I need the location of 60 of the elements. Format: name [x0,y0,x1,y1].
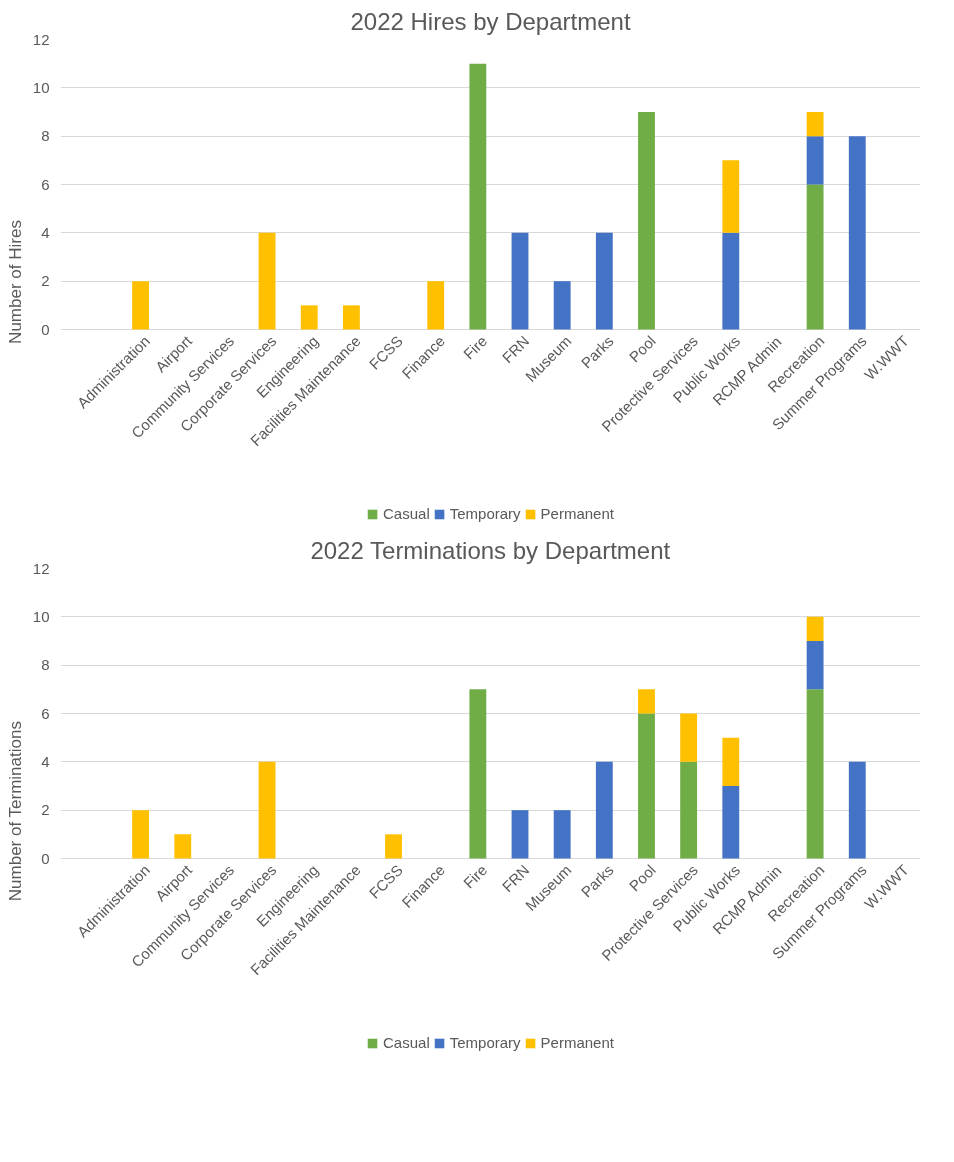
bar [132,810,150,859]
bar [638,713,655,859]
bar [258,232,276,330]
bar [258,761,276,859]
x-tick-label: Fire [459,332,491,363]
chart-title: 2022 Terminations by Department [310,536,671,564]
y-tick-label: 0 [41,849,50,867]
bar [385,834,402,859]
bar [722,232,740,330]
y-axis-title: Number of Terminations [5,721,25,902]
bar [722,786,740,859]
y-tick-label: 10 [32,607,50,625]
bar [553,281,571,330]
bar [806,689,824,859]
y-tick-label: 8 [41,656,50,674]
bar [174,834,192,859]
y-tick-label: 6 [41,175,50,193]
bar [722,160,740,233]
bar [806,641,824,690]
bar [806,616,824,641]
y-tick-label: 4 [41,223,50,241]
bar [342,305,360,330]
bar [638,689,655,714]
bar [469,689,487,859]
bar [638,112,655,330]
legend-label: Casual [383,1034,430,1051]
bar [806,112,824,137]
y-tick-label: 2 [41,801,50,819]
y-tick-label: 12 [32,30,50,48]
y-tick-label: 4 [41,752,50,770]
legend-label: Permanent [540,1034,614,1051]
bar [680,761,698,859]
bar [806,136,824,185]
legend-label: Temporary [449,505,521,522]
y-axis-title: Number of Hires [5,220,25,344]
y-tick-label: 2 [41,272,50,290]
x-tick-label: Fire [459,861,491,892]
bar [595,761,613,859]
bar [427,281,445,330]
bar [132,281,150,330]
bar [469,63,487,330]
legend-label: Permanent [540,505,614,522]
bar [553,810,571,859]
legend-label: Temporary [449,1034,521,1051]
y-tick-label: 8 [41,127,50,145]
bar [511,232,529,330]
bar [848,761,866,859]
bar [722,737,740,786]
bar [595,232,613,330]
bar [680,713,698,762]
legend-label: Casual [383,505,430,522]
chart-title: 2022 Hires by Department [350,7,631,35]
y-tick-label: 10 [32,78,50,96]
y-tick-label: 6 [41,704,50,722]
y-tick-label: 12 [32,559,50,577]
bar [300,305,318,330]
bar [848,136,866,330]
y-tick-label: 0 [41,320,50,338]
bar [511,810,529,859]
bar [806,184,824,330]
